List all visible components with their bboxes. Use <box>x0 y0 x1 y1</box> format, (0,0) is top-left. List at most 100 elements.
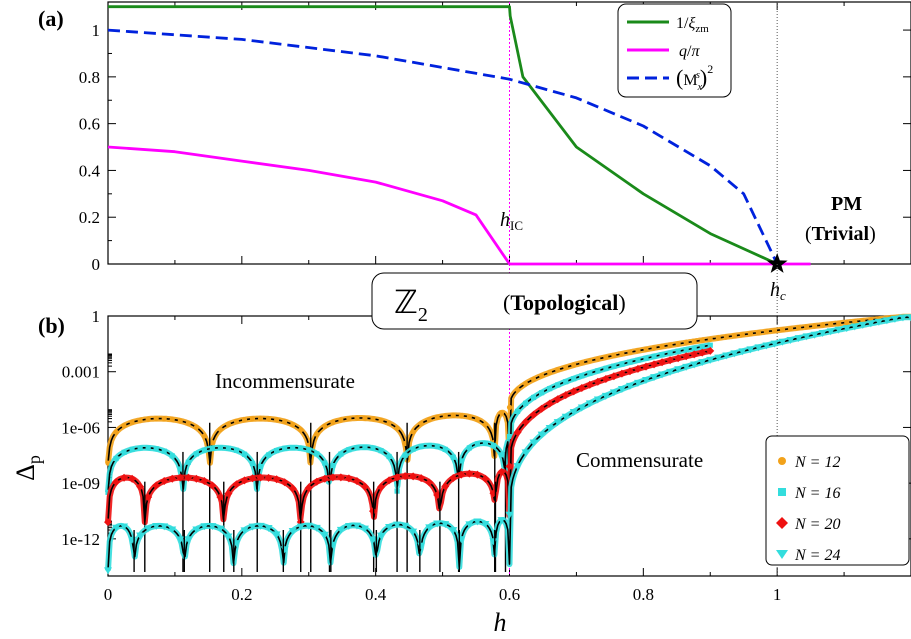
data-point-n24 <box>866 320 875 328</box>
data-point-n20 <box>642 362 651 371</box>
data-point-n24 <box>898 314 907 322</box>
data-point-n12 <box>699 337 705 343</box>
data-point-n24 <box>409 528 418 536</box>
data-point-n24 <box>810 331 819 339</box>
data-point-n16 <box>137 445 143 451</box>
legend-label: N = 16 <box>794 485 840 502</box>
data-point-n12 <box>426 417 432 423</box>
data-point-n12 <box>820 322 826 328</box>
data-point-n24 <box>826 328 835 336</box>
panel-b-y-axis: 1e-12 1e-09 1e-06 0.001 1 <box>61 307 911 549</box>
data-point-n16 <box>225 445 232 452</box>
series-line-magenta <box>107 145 811 266</box>
data-point-n20 <box>256 473 265 482</box>
data-point-n24 <box>778 338 787 346</box>
data-point-n20 <box>232 480 241 489</box>
data-point-n12 <box>779 327 786 333</box>
y-tick-label: 1 <box>92 307 101 326</box>
data-point-n20 <box>666 356 675 365</box>
data-point-n20 <box>706 346 715 355</box>
topological-box-frame <box>371 272 698 330</box>
data-point-n16 <box>659 352 665 358</box>
data-point-n16 <box>257 463 264 470</box>
y-tick-label: 0.4 <box>79 161 101 180</box>
data-point-n24 <box>666 368 675 376</box>
data-point-n20 <box>264 473 273 482</box>
data-point-n20 <box>698 348 707 357</box>
data-point-n12 <box>603 354 609 360</box>
data-point-n16 <box>129 446 135 453</box>
y-tick-label: 0 <box>92 255 101 274</box>
data-point-n24 <box>112 524 121 532</box>
data-point-n24 <box>256 522 265 530</box>
data-point-n16 <box>530 394 537 401</box>
y-tick-label: 0.6 <box>79 115 100 134</box>
data-point-n12 <box>282 419 288 425</box>
data-point-n20 <box>360 482 369 491</box>
data-point-n12 <box>233 418 240 425</box>
data-point-n24 <box>730 350 739 358</box>
data-point-n24 <box>834 326 843 334</box>
data-point-n20 <box>248 474 257 483</box>
data-point-n16 <box>169 453 175 459</box>
data-point-n24 <box>184 536 193 544</box>
data-point-n20 <box>505 462 514 471</box>
legend-marker-circle <box>778 457 786 465</box>
data-point-n24 <box>593 396 602 404</box>
data-point-n16 <box>514 408 521 414</box>
data-point-n24 <box>224 533 233 541</box>
data-point-n24 <box>561 413 570 421</box>
legend-label: N = 24 <box>794 547 840 564</box>
data-point-n20 <box>352 477 361 486</box>
data-point-n12 <box>121 423 127 429</box>
data-point-n20 <box>385 476 394 485</box>
x-tick-label: 0.6 <box>499 585 520 604</box>
data-point-n16 <box>410 446 416 452</box>
data-point-n24 <box>577 404 586 412</box>
data-point-n20 <box>160 477 169 486</box>
data-point-n24 <box>377 532 386 540</box>
data-point-n24 <box>521 449 530 457</box>
data-point-n24 <box>529 439 538 447</box>
y-tick-label: 1e-06 <box>61 418 100 437</box>
data-point-n12 <box>193 424 199 430</box>
data-point-n16 <box>426 443 432 449</box>
data-point-n24 <box>312 524 321 532</box>
data-point-n16 <box>330 462 336 469</box>
data-point-n16 <box>378 448 384 454</box>
data-point-n24 <box>248 523 257 531</box>
data-point-n16 <box>611 363 617 369</box>
legend-label: N = 12 <box>794 454 840 471</box>
data-point-n24 <box>858 321 867 329</box>
data-point-n12 <box>611 352 617 359</box>
data-point-n24 <box>642 376 651 384</box>
data-point-n12 <box>290 421 296 428</box>
data-point-n16 <box>466 445 472 451</box>
data-point-n16 <box>434 443 440 450</box>
data-point-n24 <box>120 523 129 531</box>
pm-label: PM <box>831 193 862 215</box>
data-point-n16 <box>498 452 505 458</box>
data-point-n12 <box>795 325 802 331</box>
data-point-n12 <box>145 416 151 422</box>
data-point-n16 <box>683 347 689 353</box>
data-point-n24 <box>706 356 715 364</box>
data-point-n16 <box>314 451 320 457</box>
panel-a-label: (a) <box>38 6 64 31</box>
data-point-n12 <box>402 440 408 447</box>
data-point-n16 <box>691 345 697 351</box>
data-point-n12 <box>458 413 464 419</box>
y-tick-label: 0.8 <box>79 68 100 87</box>
data-point-n16 <box>209 445 215 451</box>
data-point-n24 <box>553 419 562 427</box>
data-point-n20 <box>168 474 177 483</box>
data-point-n24 <box>714 354 723 362</box>
data-point-n16 <box>282 445 288 452</box>
data-point-n24 <box>818 330 827 338</box>
data-point-n12 <box>177 418 183 424</box>
data-point-n12 <box>498 410 505 416</box>
data-point-n24 <box>770 340 779 348</box>
data-point-n12 <box>539 373 545 379</box>
data-point-n20 <box>336 473 345 482</box>
data-point-n12 <box>675 341 681 347</box>
